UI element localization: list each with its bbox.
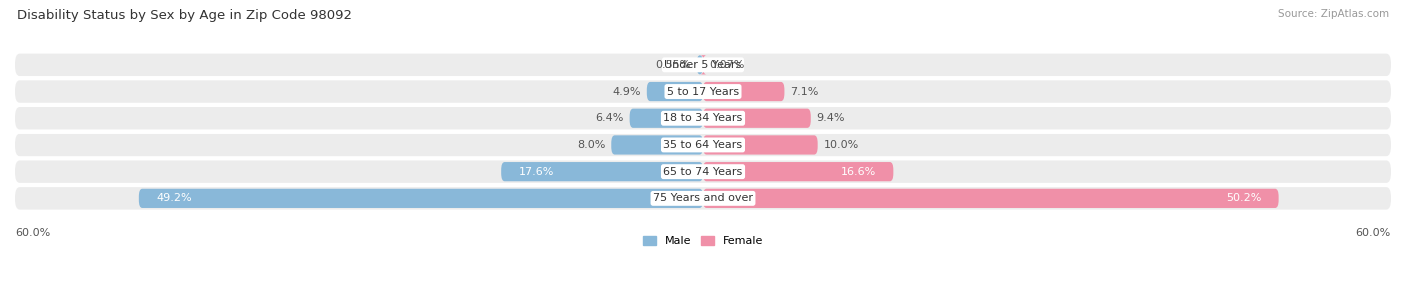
FancyBboxPatch shape (15, 161, 1391, 183)
Text: 60.0%: 60.0% (15, 228, 51, 238)
Text: 8.0%: 8.0% (576, 140, 606, 150)
FancyBboxPatch shape (703, 135, 818, 154)
Text: Source: ZipAtlas.com: Source: ZipAtlas.com (1278, 9, 1389, 19)
Text: 17.6%: 17.6% (519, 167, 554, 177)
FancyBboxPatch shape (139, 189, 703, 208)
Text: 49.2%: 49.2% (156, 193, 191, 203)
FancyBboxPatch shape (647, 82, 703, 101)
FancyBboxPatch shape (703, 189, 1278, 208)
FancyBboxPatch shape (15, 54, 1391, 76)
Text: Under 5 Years: Under 5 Years (665, 60, 741, 70)
FancyBboxPatch shape (703, 82, 785, 101)
Text: 60.0%: 60.0% (1355, 228, 1391, 238)
Text: 65 to 74 Years: 65 to 74 Years (664, 167, 742, 177)
FancyBboxPatch shape (15, 134, 1391, 156)
FancyBboxPatch shape (697, 55, 703, 74)
FancyBboxPatch shape (700, 55, 706, 74)
FancyBboxPatch shape (15, 187, 1391, 209)
FancyBboxPatch shape (501, 162, 703, 181)
Text: 6.4%: 6.4% (596, 113, 624, 123)
Text: 10.0%: 10.0% (824, 140, 859, 150)
Text: 50.2%: 50.2% (1226, 193, 1261, 203)
Legend: Male, Female: Male, Female (643, 236, 763, 246)
Text: Disability Status by Sex by Age in Zip Code 98092: Disability Status by Sex by Age in Zip C… (17, 9, 352, 22)
FancyBboxPatch shape (703, 109, 811, 128)
FancyBboxPatch shape (703, 162, 893, 181)
Text: 4.9%: 4.9% (613, 87, 641, 97)
Text: 75 Years and over: 75 Years and over (652, 193, 754, 203)
FancyBboxPatch shape (630, 109, 703, 128)
FancyBboxPatch shape (15, 80, 1391, 103)
Text: 0.55%: 0.55% (655, 60, 690, 70)
Text: 5 to 17 Years: 5 to 17 Years (666, 87, 740, 97)
Text: 7.1%: 7.1% (790, 87, 818, 97)
Text: 9.4%: 9.4% (817, 113, 845, 123)
Text: 35 to 64 Years: 35 to 64 Years (664, 140, 742, 150)
Text: 16.6%: 16.6% (841, 167, 876, 177)
Text: 0.07%: 0.07% (710, 60, 745, 70)
Text: 18 to 34 Years: 18 to 34 Years (664, 113, 742, 123)
FancyBboxPatch shape (612, 135, 703, 154)
FancyBboxPatch shape (15, 107, 1391, 130)
